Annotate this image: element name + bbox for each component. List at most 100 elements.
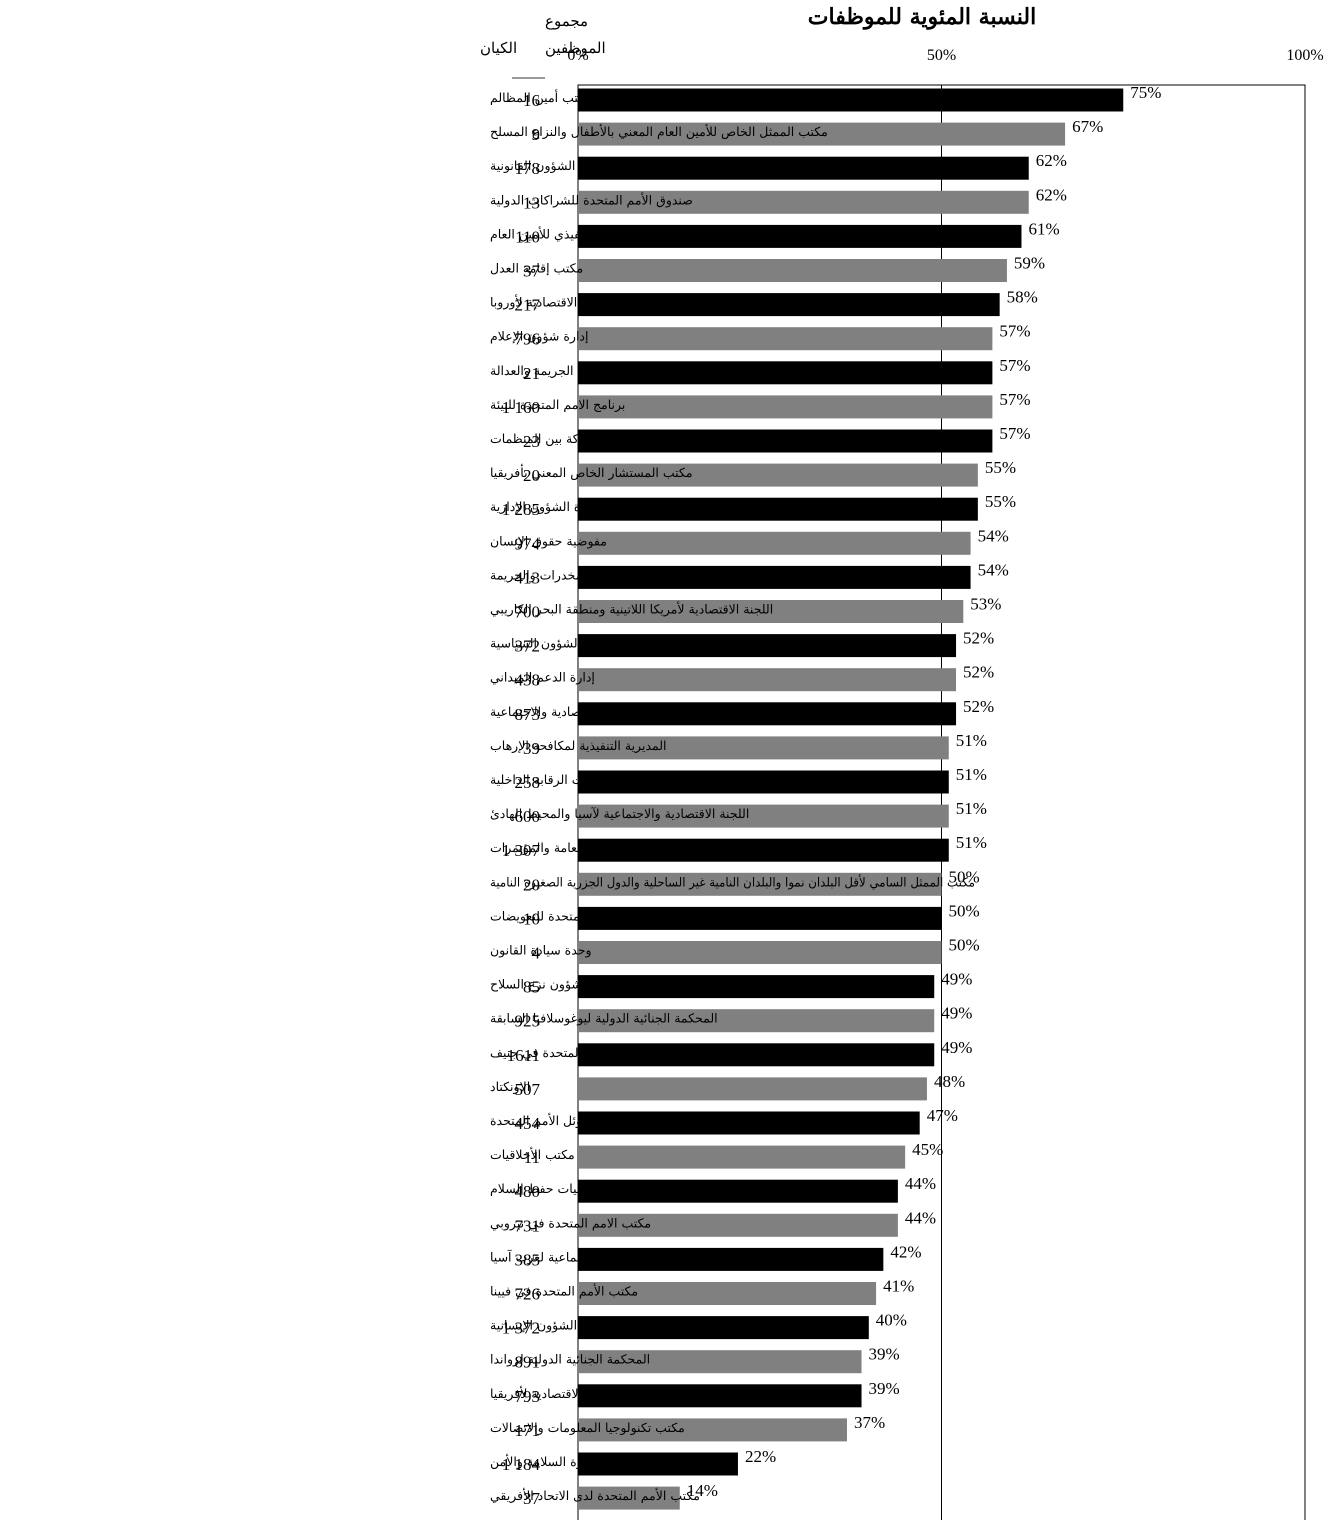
bar-value-label: 62% [1036, 185, 1067, 204]
bar-value-label: 37% [854, 1413, 885, 1432]
total-staff-value: 700 [515, 603, 541, 622]
entity-label: مفوضية حقوق الإنسان [490, 533, 607, 549]
total-staff-value: 37 [523, 1489, 541, 1508]
total-staff-value: 10 [523, 909, 540, 928]
total-staff-value: 258 [515, 773, 541, 792]
bar [578, 736, 949, 760]
entity-label: اللجنة الاقتصادية لأوروبا [490, 294, 611, 311]
bar [578, 293, 1000, 317]
entity-label: المديرية التنفيذية لمكافحة الإرهاب [490, 738, 667, 754]
total-staff-value: 507 [515, 1080, 541, 1099]
bar-value-label: 59% [1014, 254, 1045, 273]
bar-value-label: 45% [912, 1140, 943, 1159]
bar-value-label: 49% [941, 1004, 972, 1023]
entity-label: إدارة السلامة والأمن [490, 1453, 595, 1470]
total-staff-value: 793 [515, 1387, 541, 1406]
bar [578, 565, 971, 589]
total-staff-value: 171 [515, 1421, 541, 1440]
bar [578, 1111, 920, 1135]
bar [578, 872, 942, 896]
bar [578, 804, 949, 828]
bar-value-label: 47% [927, 1106, 958, 1125]
entity-label: الهيئات المشتركة بين المنظمات [490, 431, 655, 447]
bar-value-label: 50% [949, 936, 980, 955]
bar-value-label: 22% [745, 1447, 776, 1466]
bar [578, 190, 1029, 214]
x-tick-label: 100% [1286, 47, 1323, 64]
entity-label: مكتب خدمات الرقابة الداخلية [490, 772, 642, 788]
entity-label: مكتب الامم المتحدة في نيروبي [490, 1215, 651, 1231]
entity-label: اللجنة الاقتصادية لأمريكا اللاتينية ومنط… [490, 601, 773, 618]
bar [578, 1384, 862, 1408]
bar-value-label: 51% [956, 799, 987, 818]
bar [578, 600, 964, 623]
entity-label: مكتب الامم المتحدة المعني بالمخدرات والج… [490, 567, 739, 583]
total-staff-value: 372 [515, 637, 541, 656]
bar-value-label: 53% [970, 595, 1001, 614]
entity-label: اللجنة الاقتصادية والاجتماعية لغرب آسيا [490, 1248, 694, 1265]
total-staff-value: 4 [532, 944, 541, 963]
bar-value-label: 67% [1072, 117, 1103, 136]
entity-label: المكتب التنفيذي للأمين العام [490, 225, 637, 242]
bar-value-label: 42% [890, 1242, 921, 1261]
bar-value-label: 51% [956, 731, 987, 750]
bar-value-label: 39% [869, 1345, 900, 1364]
bar [578, 259, 1007, 282]
bar-value-label: 49% [941, 970, 972, 989]
entity-label: المحكمة الجنائية الدولية ليوغوسلافيا الس… [490, 1011, 718, 1027]
total-staff-value: 11 [524, 1148, 540, 1167]
bar-value-label: 54% [978, 526, 1009, 545]
total-staff-value: 413 [515, 568, 541, 587]
total-staff-value: 731 [515, 1216, 541, 1235]
bar-value-label: 52% [963, 629, 994, 648]
x-tick-label: 50% [927, 47, 956, 64]
entity-label: مكتب أمين المظالم [490, 89, 592, 106]
bar [578, 1282, 877, 1305]
bar [578, 1077, 927, 1101]
total-staff-value: 110 [515, 227, 540, 246]
entity-label: مكتب الممثل السامي لأقل البلدان نموا وال… [490, 873, 975, 890]
chart-title: النسبة المئوية للموظفات [808, 4, 1036, 30]
entity-label: الاونكتاد [490, 1079, 530, 1095]
total-staff-value: 1 372 [502, 1319, 540, 1338]
x-axis-ticks: 0% 50% 100% [567, 47, 1323, 64]
bar-value-label: 41% [883, 1277, 914, 1296]
bar [578, 88, 1124, 112]
bar-value-label: 39% [869, 1379, 900, 1398]
bar [578, 1452, 738, 1476]
bar-value-label: 48% [934, 1072, 965, 1091]
entity-label: إدارة شؤون الجمعية العامة والمؤتمرات [490, 840, 693, 856]
bar-value-label: 49% [941, 1038, 972, 1057]
bar-value-label: 40% [876, 1311, 907, 1330]
entity-label: مكتب الممثل الخاص للأمين العام المعني با… [490, 123, 828, 140]
total-staff-value: 9 [532, 125, 541, 144]
bar [578, 1213, 898, 1237]
bar [578, 1247, 884, 1271]
bar [578, 395, 993, 419]
bar-value-label: 62% [1036, 151, 1067, 170]
entity-label: مكتب تنسيق الشؤون الإنسانية [490, 1318, 647, 1334]
total-staff-value: 925 [515, 1012, 541, 1031]
